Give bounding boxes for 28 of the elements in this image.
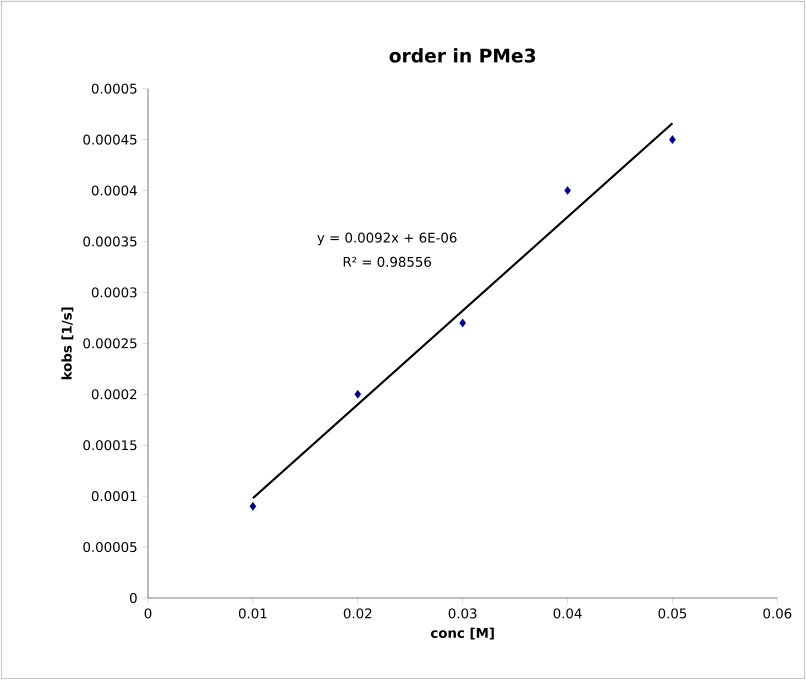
point <box>250 502 256 511</box>
y-tick-label: 0.0005 <box>92 84 136 94</box>
y-axis-title: kobs [1/s] <box>61 307 74 380</box>
annotation: R² = 0.98556 <box>344 256 431 267</box>
y-tick-label: 0.0004 <box>92 185 137 196</box>
y-tick-label: 0.00045 <box>83 134 136 145</box>
x-tick-label: 0.03 <box>448 608 476 618</box>
point <box>564 186 571 195</box>
y-tick-label: 0.00015 <box>83 440 136 450</box>
y-tick-label: 0 <box>130 592 137 604</box>
x-tick-label: 0.02 <box>344 608 372 618</box>
x-tick-label: 0.05 <box>658 608 686 618</box>
x-tick-label: 0.01 <box>238 608 267 618</box>
y-tick-label: 0.00005 <box>83 542 136 552</box>
point <box>354 390 362 399</box>
x-axis-title: conc [M] <box>430 628 494 640</box>
x-tick-label: 0.04 <box>554 608 582 618</box>
chart-title: order in PMe3 <box>390 48 536 63</box>
annotation: y = 0.0092x + 6E-06 <box>317 232 457 246</box>
y-tick-label: 0.0003 <box>92 287 137 298</box>
y-tick-label: 0.0001 <box>92 491 136 502</box>
x-tick-label: 0 <box>144 608 152 618</box>
point <box>459 318 466 328</box>
y-tick-label: 0.0002 <box>92 389 136 400</box>
x-tick-label: 0.06 <box>763 608 792 618</box>
y-tick-label: 0.00025 <box>83 338 136 348</box>
point <box>669 135 676 144</box>
y-tick-label: 0.00035 <box>83 236 136 246</box>
